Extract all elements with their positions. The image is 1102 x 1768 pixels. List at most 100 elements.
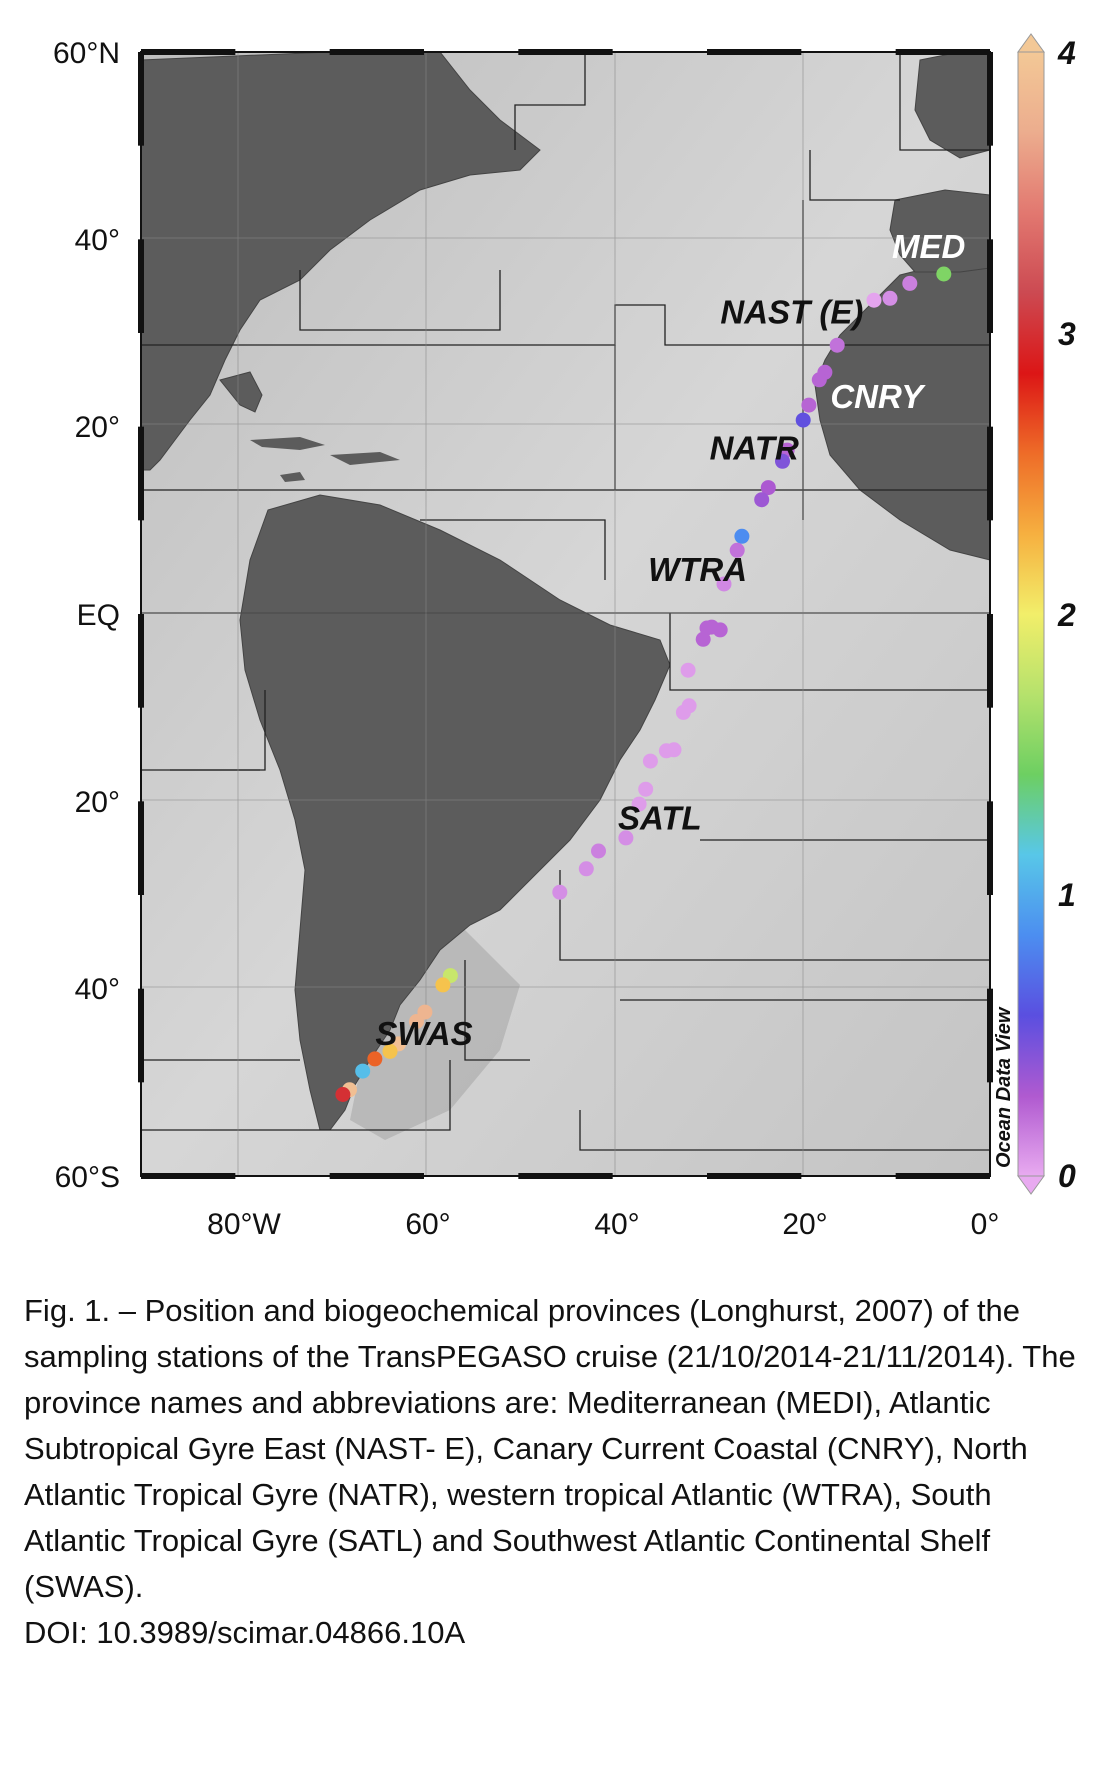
lon-label: 40°: [594, 1208, 639, 1241]
frame-segment: [329, 1173, 424, 1179]
figure-caption: Fig. 1. – Position and biogeochemical pr…: [24, 1288, 1084, 1656]
station-marker: [829, 337, 845, 353]
station-marker: [578, 861, 594, 877]
station-marker: [552, 884, 568, 900]
frame-segment: [895, 1173, 990, 1179]
colorbar-tick-label: 0: [1058, 1158, 1076, 1194]
frame-segment: [987, 52, 993, 146]
colorbar-tick-label: 4: [1057, 35, 1076, 71]
frame-segment: [895, 49, 990, 55]
station-marker: [779, 442, 795, 458]
caribbean-islands: [250, 437, 400, 482]
province-label: NATR: [710, 429, 799, 466]
lon-label: 0°: [971, 1208, 1000, 1241]
lon-label: 60°: [405, 1208, 450, 1241]
lat-label: 40°: [75, 973, 120, 1006]
station-marker: [675, 704, 691, 720]
province-label: WTRA: [648, 551, 747, 588]
lon-label: 20°: [782, 1208, 827, 1241]
north-america-land: [141, 52, 541, 471]
station-marker: [795, 412, 811, 428]
station-marker: [902, 275, 918, 291]
lat-label: 60°N: [53, 37, 120, 70]
lat-label: 20°: [75, 411, 120, 444]
station-map: 60°N 40° 20° EQ 20° 40° 60°S 80°W 60° 40…: [53, 33, 1076, 1241]
frame-segment: [707, 49, 802, 55]
station-marker: [811, 372, 827, 388]
frame-segment: [518, 1173, 613, 1179]
station-marker: [936, 266, 952, 282]
frame-segment: [987, 614, 993, 708]
frame-segment: [987, 988, 993, 1083]
station-marker: [695, 631, 711, 647]
station-marker: [435, 977, 451, 993]
station-marker: [355, 1063, 371, 1079]
frame-segment: [141, 1173, 236, 1179]
station-marker: [367, 1051, 383, 1067]
caption-text: Fig. 1. – Position and biogeochemical pr…: [24, 1293, 1076, 1604]
british-isles-land: [914, 52, 990, 159]
frame-segment: [138, 52, 144, 146]
colorbar-tick-label: 2: [1057, 597, 1076, 633]
frame-ticks: [138, 49, 993, 1179]
station-marker: [866, 292, 882, 308]
station-marker: [658, 743, 674, 759]
africa-land: [814, 261, 990, 561]
frame-segment: [987, 239, 993, 333]
colorbar: 4 3 2 1 0 Ocean Data View: [993, 33, 1076, 1195]
station-marker: [712, 622, 728, 638]
station-marker: [729, 542, 745, 558]
lon-label: 80°W: [207, 1208, 281, 1241]
caption-doi: DOI: 10.3989/scimar.04866.10A: [24, 1615, 466, 1650]
station-marker: [882, 290, 898, 306]
province-label: MED: [892, 228, 965, 265]
station-marker: [631, 796, 647, 812]
frame-segment: [138, 426, 144, 521]
colorbar-top-arrow: [1017, 33, 1045, 53]
colorbar-gradient: [1017, 51, 1045, 1177]
station-marker: [716, 576, 732, 592]
colorbar-title: Ocean Data View: [993, 1006, 1015, 1168]
province-label: SWAS: [375, 1015, 472, 1052]
frame-segment: [138, 988, 144, 1083]
frame-segment: [987, 426, 993, 521]
colorbar-tick-label: 1: [1058, 877, 1076, 913]
stations-layer: [335, 266, 952, 1102]
province-label: NAST (E): [720, 294, 863, 331]
station-marker: [699, 620, 715, 636]
colorbar-bottom-arrow: [1017, 1175, 1045, 1195]
province-labels: MED NAST (E) CNRY NATR WTRA SATL SWAS: [375, 228, 965, 1052]
latitude-labels: 60°N 40° 20° EQ 20° 40° 60°S: [53, 37, 120, 1194]
station-marker: [618, 830, 634, 846]
lat-label: 40°: [75, 224, 120, 257]
station-marker: [591, 843, 606, 859]
frame-segment: [987, 801, 993, 895]
frame-segment: [138, 614, 144, 708]
frame-segment: [707, 1173, 802, 1179]
frame-segment: [329, 49, 424, 55]
frame-segment: [138, 239, 144, 333]
graticule: [141, 52, 990, 1176]
province-label: CNRY: [830, 378, 926, 415]
frame-segment: [138, 801, 144, 895]
station-marker: [642, 753, 658, 769]
florida-land: [219, 371, 263, 413]
station-marker: [382, 1043, 398, 1059]
station-marker: [775, 453, 790, 469]
station-marker: [760, 480, 776, 496]
south-america-land: [239, 494, 671, 1131]
province-label: SATL: [618, 799, 702, 836]
station-marker: [680, 662, 696, 678]
frame-segment: [518, 49, 613, 55]
lat-label: EQ: [77, 599, 120, 632]
station-marker: [409, 1014, 424, 1029]
lat-label: 60°S: [55, 1161, 120, 1194]
lat-label: 20°: [75, 786, 120, 819]
station-marker: [638, 781, 654, 797]
station-marker: [754, 492, 770, 508]
colorbar-tick-label: 3: [1058, 316, 1076, 352]
station-marker: [734, 528, 750, 544]
frame-segment: [141, 49, 236, 55]
longitude-labels: 80°W 60° 40° 20° 0°: [207, 1208, 999, 1241]
station-marker: [801, 397, 817, 413]
